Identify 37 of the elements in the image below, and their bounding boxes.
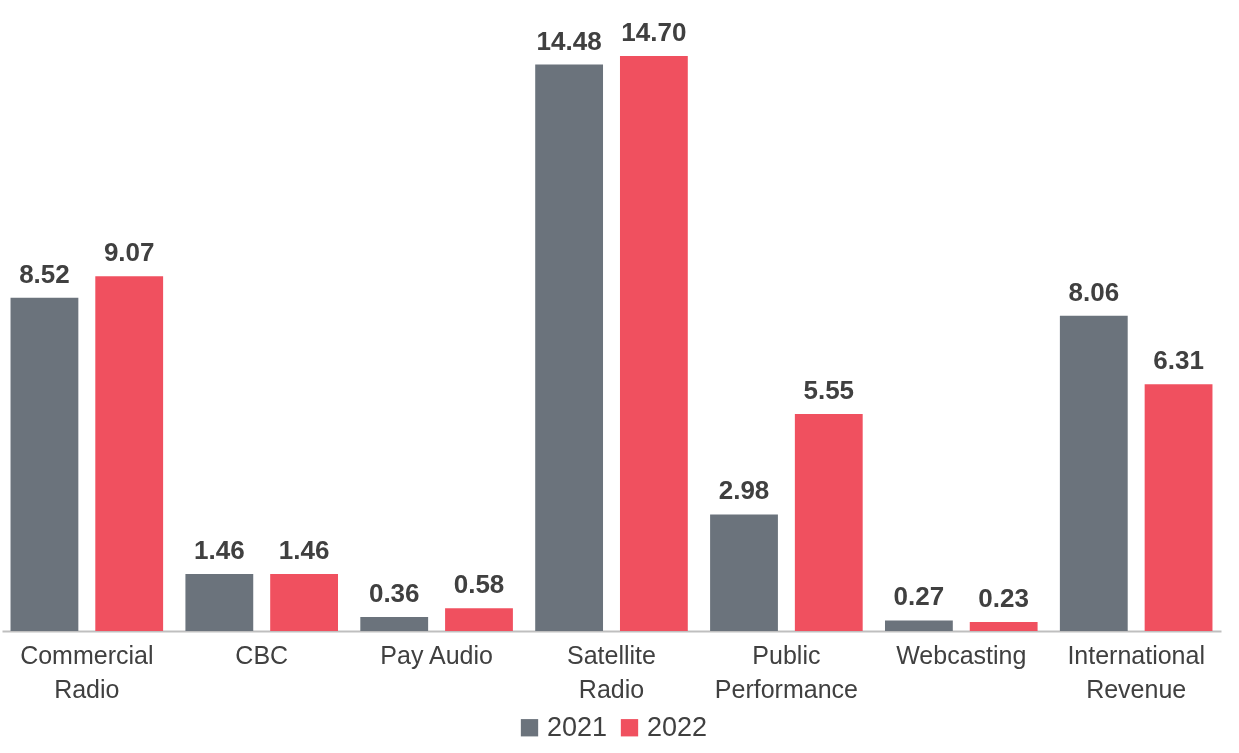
data-label: 8.06 <box>1068 276 1120 307</box>
data-label: 5.55 <box>803 374 855 405</box>
x-tick-label: Pay Audio <box>380 640 493 669</box>
legend-label: 2022 <box>647 711 708 742</box>
legend-label: 2021 <box>547 711 608 742</box>
data-label: 2.98 <box>718 475 770 506</box>
bar <box>619 56 688 631</box>
x-tick-label: Satellite Radio <box>567 640 656 703</box>
bar <box>710 514 778 631</box>
bar <box>969 622 1038 631</box>
data-label: 1.46 <box>194 534 245 565</box>
data-label: 0.58 <box>453 569 505 600</box>
bar <box>185 573 254 631</box>
data-label: 1.46 <box>278 534 330 565</box>
data-label: 6.31 <box>1153 345 1204 376</box>
bar <box>884 620 953 631</box>
bar <box>1144 384 1213 631</box>
bar <box>360 616 429 631</box>
data-label: 9.07 <box>103 237 155 268</box>
x-tick-label: International Revenue <box>1067 640 1205 703</box>
x-tick-label: CBC <box>235 640 289 669</box>
data-label: 14.70 <box>621 17 687 47</box>
bar <box>270 573 339 631</box>
data-label: 14.48 <box>536 25 602 56</box>
bar <box>95 276 164 631</box>
bar <box>535 64 604 631</box>
bar <box>10 297 79 631</box>
data-label: 0.36 <box>368 577 420 608</box>
x-tick-label: Commercial Radio <box>20 640 154 703</box>
data-label: 0.23 <box>978 583 1029 613</box>
bar <box>1059 315 1128 631</box>
data-label: 0.27 <box>893 581 945 612</box>
bar <box>794 413 863 631</box>
x-tick-label: Webcasting <box>896 640 1027 669</box>
data-label: 8.52 <box>19 258 70 289</box>
bar <box>445 608 513 631</box>
x-tick-label: Public Performance <box>714 640 858 703</box>
